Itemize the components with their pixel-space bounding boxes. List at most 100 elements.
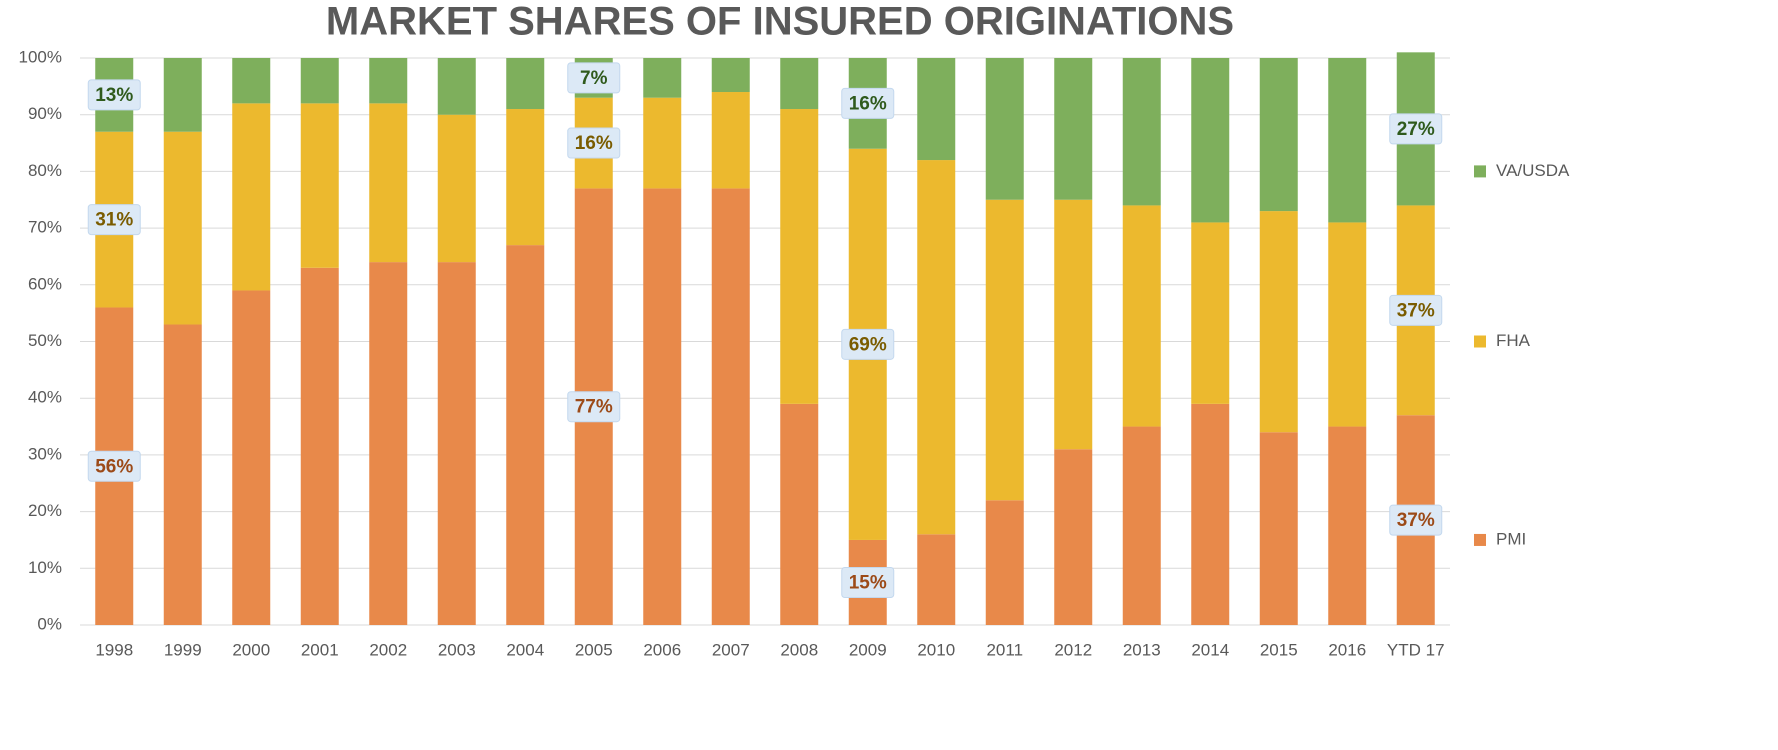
x-tick-label: 2004	[506, 640, 544, 659]
bar-segment	[780, 109, 819, 404]
bar-segment	[437, 114, 476, 263]
legend-label: VA/USDA	[1496, 161, 1570, 180]
x-tick-label: 2015	[1260, 640, 1298, 659]
bar-segment	[1328, 426, 1367, 625]
data-label: 77%	[575, 397, 613, 418]
chart-title: MARKET SHARES OF INSURED ORIGINATIONS	[326, 0, 1234, 44]
bar-segment	[1054, 449, 1093, 625]
bar-segment	[232, 290, 271, 625]
bar-segment	[506, 245, 545, 626]
x-tick-label: 2009	[849, 640, 887, 659]
x-tick-label: 2005	[575, 640, 613, 659]
y-tick-label: 60%	[28, 274, 62, 293]
bar-segment	[643, 188, 682, 625]
bar-segment	[985, 199, 1024, 501]
data-label-box	[1389, 504, 1443, 536]
y-tick-label: 0%	[37, 614, 62, 633]
y-tick-label: 50%	[28, 331, 62, 350]
data-label: 56%	[95, 456, 133, 477]
bar-segment	[369, 262, 408, 625]
data-label: 7%	[580, 68, 608, 89]
x-tick-label: 2007	[712, 640, 750, 659]
x-tick-label: YTD 17	[1387, 640, 1445, 659]
x-tick-label: 2008	[780, 640, 818, 659]
bar-segment	[506, 109, 545, 246]
x-tick-label: 2002	[369, 640, 407, 659]
bar-segment	[1054, 199, 1093, 450]
data-label-box	[1389, 113, 1443, 145]
bar-segment	[300, 58, 339, 104]
legend-label: PMI	[1496, 529, 1526, 548]
x-tick-label: 1998	[95, 640, 133, 659]
bar-segment	[232, 58, 271, 104]
bar-segment	[1259, 432, 1298, 625]
x-tick-label: 2014	[1191, 640, 1229, 659]
bar-segment	[780, 403, 819, 625]
y-tick-label: 70%	[28, 218, 62, 237]
bar-segment	[1328, 222, 1367, 427]
bar-segment	[1122, 426, 1161, 625]
x-tick-label: 2013	[1123, 640, 1161, 659]
bar-segment	[300, 103, 339, 268]
bar-segment	[1328, 58, 1367, 223]
x-tick-label: 2016	[1328, 640, 1366, 659]
data-label-box	[567, 127, 621, 159]
x-tick-label: 1999	[164, 640, 202, 659]
data-label-box	[87, 204, 141, 236]
data-label-box	[87, 79, 141, 111]
legend-swatch	[1474, 533, 1486, 546]
bar-segment	[163, 324, 202, 625]
bar-segment	[437, 58, 476, 115]
data-label: 13%	[95, 85, 133, 106]
bar-segment	[780, 58, 819, 110]
bar-segment	[232, 103, 271, 291]
data-label: 37%	[1397, 510, 1435, 531]
bar-segment	[1054, 58, 1093, 200]
data-label-box	[841, 566, 895, 598]
x-tick-label: 2001	[301, 640, 339, 659]
bar-segment	[1122, 58, 1161, 206]
x-tick-label: 2006	[643, 640, 681, 659]
data-label: 16%	[575, 133, 613, 154]
bar-segment	[711, 188, 750, 625]
y-tick-label: 10%	[28, 558, 62, 577]
x-tick-label: 2010	[917, 640, 955, 659]
bar-segment	[163, 58, 202, 132]
y-tick-label: 30%	[28, 444, 62, 463]
data-label: 31%	[95, 210, 133, 231]
x-tick-label: 2000	[232, 640, 270, 659]
bar-segment	[506, 58, 545, 110]
x-tick-label: 2011	[986, 640, 1023, 659]
bar-segment	[917, 534, 956, 625]
data-label-box	[1389, 294, 1443, 326]
data-label-box	[841, 87, 895, 119]
x-tick-label: 2012	[1054, 640, 1092, 659]
bar-segment	[917, 160, 956, 535]
bar-segment	[1191, 222, 1230, 404]
legend-swatch	[1474, 335, 1486, 348]
x-tick-label: 2003	[438, 640, 476, 659]
legend-label: FHA	[1496, 331, 1531, 350]
y-tick-label: 100%	[19, 47, 62, 66]
bar-segment	[1259, 211, 1298, 433]
bar-segment	[1191, 58, 1230, 223]
bar-segment	[985, 58, 1024, 200]
bar-segment	[643, 97, 682, 189]
data-label: 27%	[1397, 119, 1435, 140]
data-label: 15%	[849, 572, 887, 593]
data-label-box	[567, 62, 621, 94]
data-label-box	[567, 391, 621, 423]
bar-segment	[369, 103, 408, 263]
y-tick-label: 90%	[28, 104, 62, 123]
bar-segment	[917, 58, 956, 161]
bar-segment	[437, 262, 476, 625]
bar-segment	[711, 58, 750, 93]
data-label: 16%	[849, 93, 887, 114]
data-label: 37%	[1397, 300, 1435, 321]
legend-swatch	[1474, 165, 1486, 178]
bar-segment	[1122, 205, 1161, 427]
bar-segment	[300, 267, 339, 625]
y-tick-label: 40%	[28, 388, 62, 407]
bar-segment	[1191, 403, 1230, 625]
